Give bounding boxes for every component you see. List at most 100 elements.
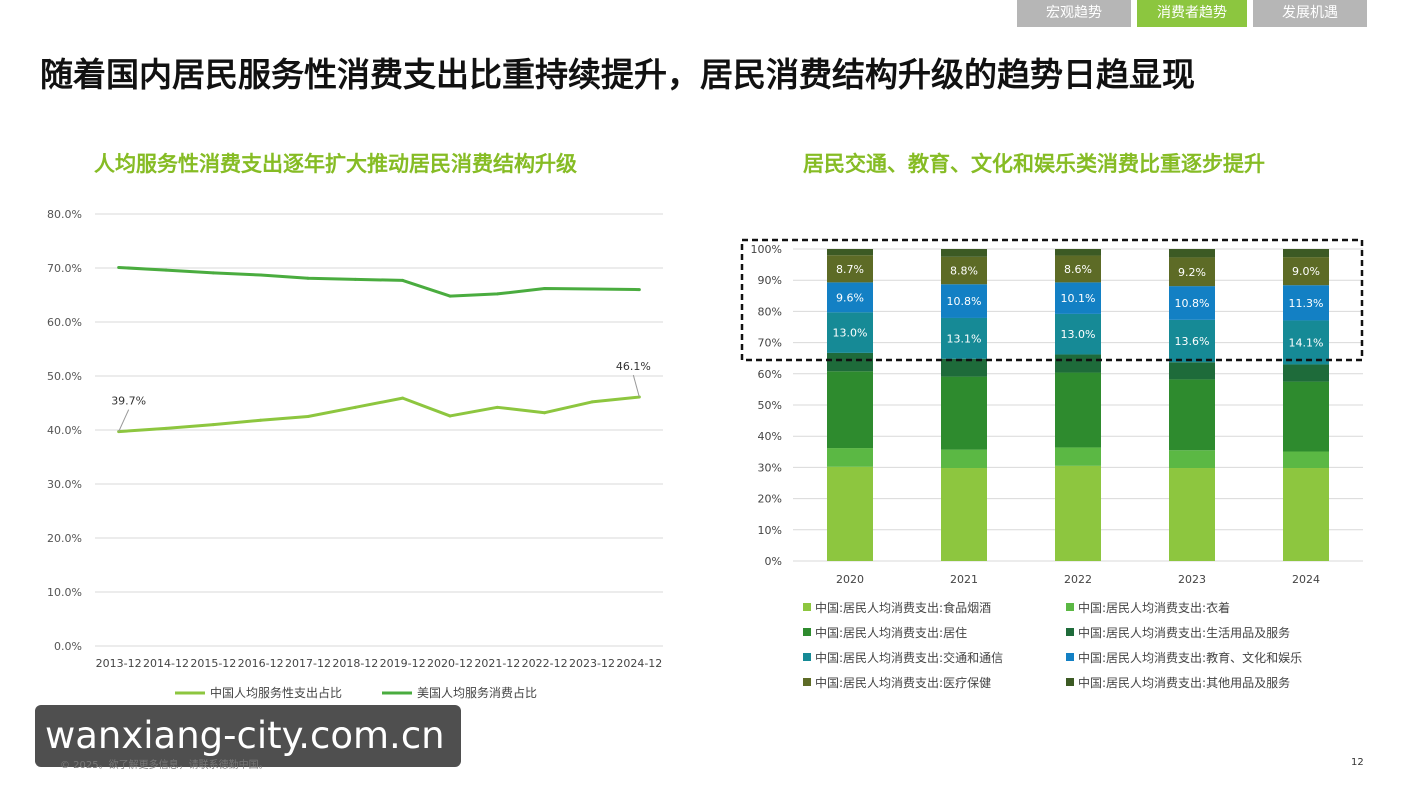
data-label: 10.1%	[1061, 292, 1096, 305]
y-tick-label: 30.0%	[47, 478, 82, 491]
data-point	[543, 411, 547, 415]
x-tick-label: 2023	[1178, 573, 1206, 586]
legend-swatch	[1066, 678, 1074, 686]
y-tick-label: 10%	[758, 524, 782, 537]
bar-segment	[1169, 286, 1215, 320]
legend-label: 中国:居民人均消费支出:衣着	[1078, 600, 1230, 615]
legend-swatch	[1066, 628, 1074, 636]
data-point	[448, 414, 452, 418]
bar-segment	[1283, 249, 1329, 258]
bar-segment	[1055, 313, 1101, 355]
bar-segment	[941, 284, 987, 318]
bar-segment	[941, 249, 987, 257]
bar-segment	[1283, 451, 1329, 469]
y-tick-label: 20.0%	[47, 532, 82, 545]
y-tick-label: 50.0%	[47, 370, 82, 383]
bar-segment	[941, 256, 987, 285]
data-label: 11.3%	[1289, 297, 1324, 310]
legend-label: 中国人均服务性支出占比	[210, 685, 342, 700]
data-label: 9.6%	[836, 291, 864, 304]
data-point	[211, 423, 215, 427]
y-tick-label: 70%	[758, 337, 782, 350]
bar-segment	[1055, 447, 1101, 466]
bar-segment	[941, 317, 987, 359]
x-tick-label: 2019-12	[380, 657, 426, 670]
bar-segment	[827, 371, 873, 449]
data-label: 13.1%	[947, 332, 982, 345]
y-tick-label: 30%	[758, 461, 782, 474]
bar-segment	[1055, 255, 1101, 283]
data-point	[211, 271, 215, 275]
data-label: 13.6%	[1175, 335, 1210, 348]
bar-segment	[1055, 354, 1101, 373]
data-point	[590, 287, 594, 291]
x-tick-label: 2024	[1292, 573, 1320, 586]
data-point	[164, 426, 168, 430]
data-label: 10.8%	[1175, 297, 1210, 310]
legend-label: 中国:居民人均消费支出:居住	[815, 625, 967, 640]
bar-segment	[1055, 372, 1101, 448]
data-point	[117, 265, 121, 269]
data-point	[259, 273, 263, 277]
data-label: 39.7%	[111, 395, 146, 408]
legend-label: 美国人均服务消费占比	[417, 685, 537, 700]
tab-opportunities[interactable]: 发展机遇	[1253, 0, 1367, 27]
tab-macro-trends[interactable]: 宏观趋势	[1017, 0, 1131, 27]
bar-segment	[827, 312, 873, 353]
bar-segment	[1283, 364, 1329, 382]
y-tick-label: 20%	[758, 493, 782, 506]
bar-segment	[1283, 285, 1329, 321]
bar-segment	[1055, 249, 1101, 256]
bar-segment	[1169, 319, 1215, 363]
data-label: 13.0%	[833, 327, 868, 340]
bar-segment	[1283, 381, 1329, 452]
legend-swatch	[1066, 603, 1074, 611]
bar-segment	[941, 449, 987, 469]
x-tick-label: 2014-12	[143, 657, 189, 670]
bar-segment	[941, 468, 987, 561]
data-point	[353, 277, 357, 281]
x-tick-label: 2013-12	[96, 657, 142, 670]
legend-label: 中国:居民人均消费支出:医疗保健	[815, 675, 991, 690]
bar-segment	[827, 255, 873, 283]
y-tick-label: 10.0%	[47, 586, 82, 599]
data-label: 8.7%	[836, 263, 864, 276]
data-point	[306, 276, 310, 280]
bar-segment	[1169, 249, 1215, 258]
legend-swatch	[803, 603, 811, 611]
y-tick-label: 40.0%	[47, 424, 82, 437]
data-point	[495, 405, 499, 409]
x-tick-label: 2022	[1064, 573, 1092, 586]
data-point	[401, 396, 405, 400]
y-tick-label: 60%	[758, 368, 782, 381]
data-label: 14.1%	[1289, 336, 1324, 349]
x-tick-label: 2020-12	[427, 657, 473, 670]
bar-segment	[1283, 468, 1329, 561]
y-tick-label: 50%	[758, 399, 782, 412]
legend-label: 中国:居民人均消费支出:其他用品及服务	[1078, 675, 1290, 690]
data-point	[164, 268, 168, 272]
page-title: 随着国内居民服务性消费支出比重持续提升，居民消费结构升级的趋势日趋显现	[40, 55, 1195, 94]
x-tick-label: 2023-12	[569, 657, 615, 670]
data-point	[353, 405, 357, 409]
x-tick-label: 2021	[950, 573, 978, 586]
bar-segment	[1055, 465, 1101, 561]
y-tick-label: 100%	[751, 243, 782, 256]
bar-segment	[1169, 257, 1215, 287]
x-tick-label: 2018-12	[332, 657, 378, 670]
y-tick-label: 40%	[758, 430, 782, 443]
y-tick-label: 0%	[765, 555, 782, 568]
legend-swatch	[1066, 653, 1074, 661]
x-tick-label: 2016-12	[238, 657, 284, 670]
bar-segment	[1169, 362, 1215, 380]
data-label: 13.0%	[1061, 328, 1096, 341]
footer-note: © 2025。欲了解更多信息，请联系德勤中国。	[60, 760, 269, 771]
data-label: 8.8%	[950, 265, 978, 278]
y-tick-label: 70.0%	[47, 262, 82, 275]
data-label: 9.0%	[1292, 265, 1320, 278]
legend-swatch	[803, 628, 811, 636]
data-point	[590, 400, 594, 404]
tab-consumer-trends[interactable]: 消费者趋势	[1137, 0, 1247, 27]
legend-label: 中国:居民人均消费支出:生活用品及服务	[1078, 625, 1290, 640]
y-tick-label: 60.0%	[47, 316, 82, 329]
